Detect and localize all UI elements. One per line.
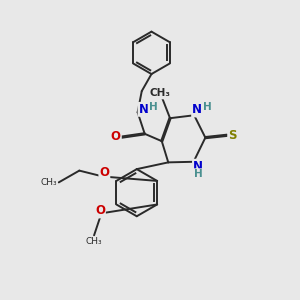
Text: S: S [228, 129, 237, 142]
Text: CH₃: CH₃ [40, 178, 57, 187]
Text: N: N [139, 103, 148, 116]
Text: CH₃: CH₃ [150, 88, 171, 98]
Text: N: N [193, 160, 203, 173]
Text: H: H [194, 169, 202, 179]
Text: O: O [111, 130, 121, 143]
Text: H: H [203, 102, 212, 112]
Text: O: O [95, 205, 105, 218]
Text: N: N [192, 103, 202, 116]
Text: CH₃: CH₃ [86, 237, 102, 246]
Text: O: O [99, 167, 110, 179]
Text: H: H [148, 102, 157, 112]
